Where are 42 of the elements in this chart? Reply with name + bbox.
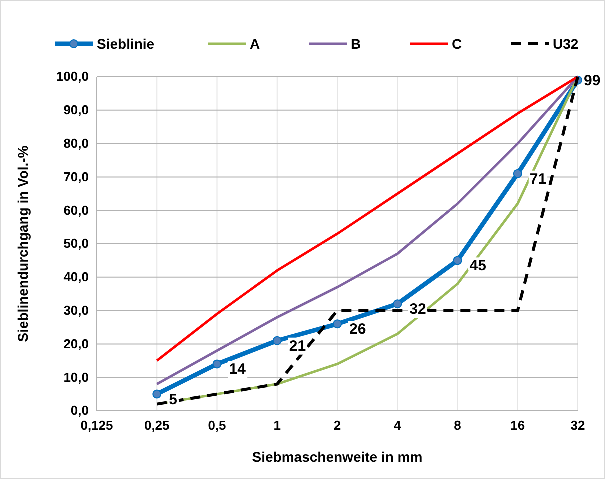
legend-label: B (351, 36, 362, 52)
data-label: 14 (229, 361, 247, 378)
x-tick-label: 0,5 (208, 418, 226, 434)
x-axis-title: Siebmaschenweite in mm (252, 449, 423, 465)
y-tick-label: 70,0 (64, 169, 89, 184)
legend-label: A (250, 36, 260, 52)
data-label: 99 (584, 72, 601, 90)
point (393, 300, 402, 309)
point (212, 360, 222, 369)
x-tick-label: 32 (570, 418, 586, 434)
x-tick-label: 0,125 (80, 418, 114, 434)
y-tick-label: 20,0 (64, 336, 89, 352)
x-tick-label: 2 (334, 418, 342, 434)
x-tick-label: 0,25 (144, 418, 170, 434)
point (453, 256, 462, 266)
y-tick-label: 10,0 (64, 370, 89, 385)
data-label: 5 (169, 391, 178, 408)
data-label: 26 (350, 321, 366, 338)
x-tick-label: 4 (394, 418, 402, 434)
legend-label: C (452, 36, 462, 52)
y-tick-label: 80,0 (64, 136, 89, 151)
y-tick-label: 100,0 (56, 69, 89, 84)
y-tick-label: 40,0 (64, 270, 89, 285)
data-label: 71 (530, 170, 547, 188)
point (152, 390, 162, 399)
legend-label: U32 (553, 36, 579, 52)
y-tick-label: 0,0 (70, 403, 89, 418)
y-tick-label: 50,0 (64, 236, 89, 252)
y-tick-label: 30,0 (64, 302, 89, 318)
point (272, 336, 282, 346)
legend-label: Sieblinie (97, 36, 155, 52)
y-axis-title: Sieblinendurchgang in Vol.-% (15, 145, 31, 342)
x-tick-label: 16 (510, 418, 526, 434)
data-label: 32 (410, 301, 426, 318)
y-tick-label: 90,0 (64, 102, 89, 118)
point (333, 320, 342, 329)
data-label: 21 (289, 338, 306, 355)
x-tick-label: 8 (454, 418, 462, 434)
x-tick-label: 1 (274, 418, 281, 434)
y-tick-label: 60,0 (64, 202, 89, 218)
point (513, 169, 522, 178)
data-label: 45 (470, 258, 486, 275)
